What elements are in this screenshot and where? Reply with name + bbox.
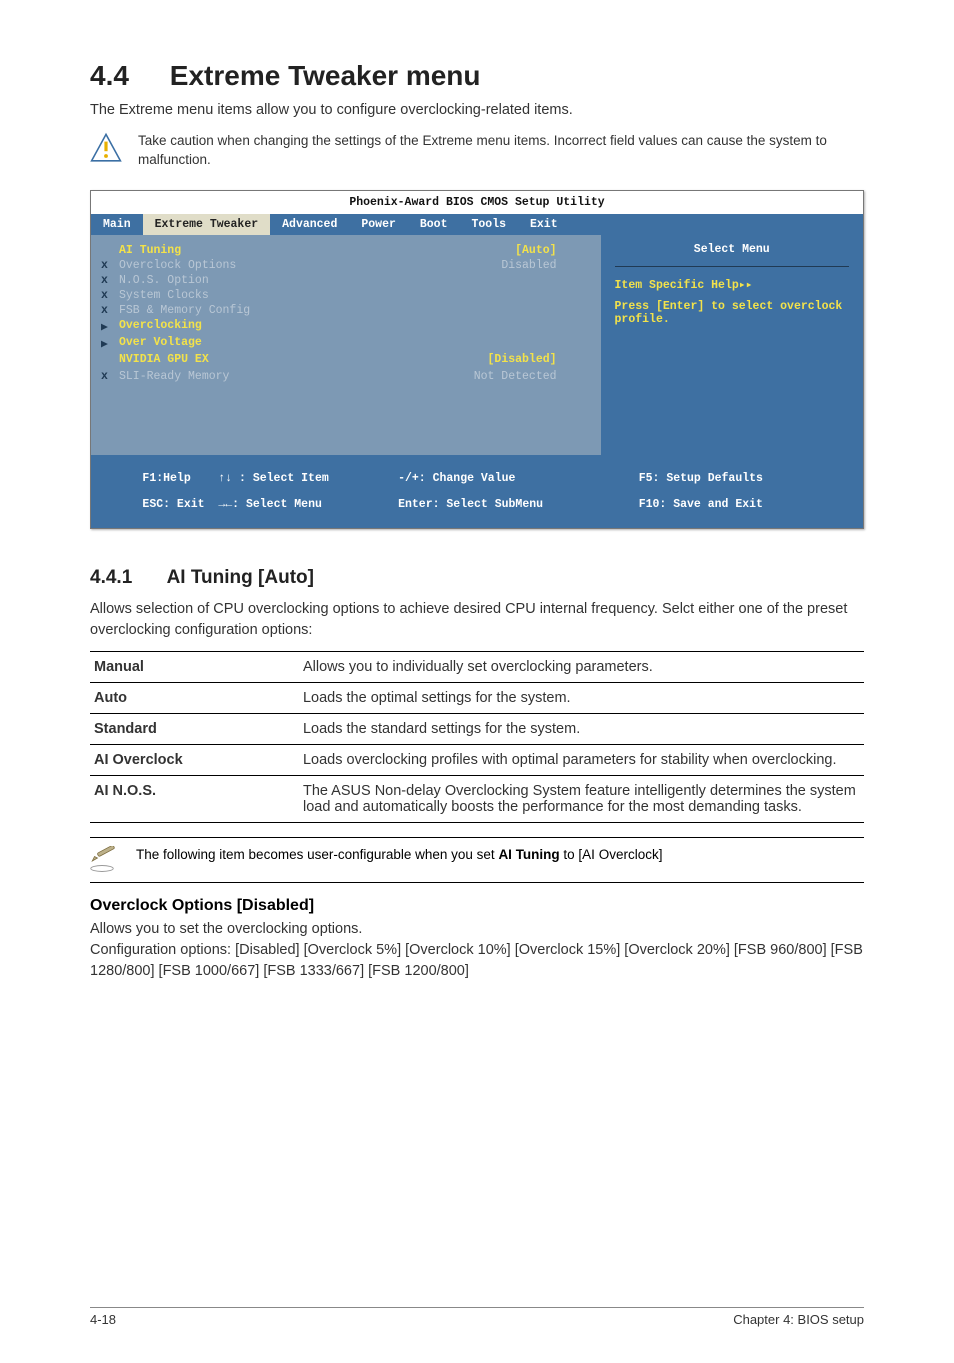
section-intro: The Extreme menu items allow you to conf… [90, 102, 864, 118]
bios-left-panel: AI Tuning [Auto] x Overclock Options Disable… [91, 235, 601, 455]
bios-row-marker [101, 353, 113, 366]
table-row: ManualAllows you to individually set ove… [90, 651, 864, 682]
bios-row-value: Not Detected [474, 370, 587, 383]
option-name: Standard [90, 713, 299, 744]
bios-menu-row: x Overclock Options Disabled [101, 258, 587, 273]
section-title: Extreme Tweaker menu [170, 60, 481, 91]
option-desc: Loads overclocking profiles with optimal… [299, 744, 864, 775]
bios-row-marker [101, 244, 113, 257]
bios-screenshot: Phoenix-Award BIOS CMOS Setup Utility Ma… [90, 190, 864, 529]
table-row: AutoLoads the optimal settings for the s… [90, 682, 864, 713]
section-number: 4.4 [90, 60, 162, 92]
bios-row-marker: x [101, 259, 113, 272]
note-text: The following item becomes user-configur… [136, 846, 662, 865]
page-number: 4-18 [90, 1312, 116, 1327]
bios-esc: ESC: Exit [142, 498, 204, 511]
bios-row-label: N.O.S. Option [119, 274, 209, 287]
overclock-line2: Configuration options: [Disabled] [Overc… [90, 940, 864, 982]
section-heading: 4.4 Extreme Tweaker menu [90, 60, 864, 92]
pencil-icon [90, 846, 120, 874]
bios-title: Phoenix-Award BIOS CMOS Setup Utility [91, 191, 863, 214]
overclock-heading: Overclock Options [Disabled] [90, 897, 864, 915]
option-desc: Loads the standard settings for the syst… [299, 713, 864, 744]
bios-help-text: Press [Enter] to select overclock profil… [615, 300, 849, 326]
bios-row-value: [Disabled] [488, 353, 587, 366]
bios-f10: F10: Save and Exit [639, 498, 763, 511]
bios-menu-row: AI Tuning [Auto] [101, 243, 587, 258]
bios-menu-row: NVIDIA GPU EX [Disabled] [101, 352, 587, 367]
bios-menu-row: x System Clocks [101, 288, 587, 303]
option-name: Manual [90, 651, 299, 682]
subsection-heading: 4.4.1 AI Tuning [Auto] [90, 567, 864, 589]
option-desc: Allows you to individually set overclock… [299, 651, 864, 682]
bios-row-label: Over Voltage [119, 336, 202, 351]
bios-select-menu-label: Select Menu [615, 243, 849, 256]
bios-menu-row: ▶ Overclocking [101, 318, 587, 335]
bios-row-marker: x [101, 370, 113, 383]
option-desc: The ASUS Non-delay Overclocking System f… [299, 775, 864, 822]
bios-row-marker: ▶ [101, 319, 113, 334]
bios-row-value [557, 274, 587, 287]
bios-help-label: Item Specific Help▸▸ [615, 277, 849, 292]
option-name: AI N.O.S. [90, 775, 299, 822]
bios-row-value [557, 304, 587, 317]
bios-tab: Boot [408, 214, 460, 235]
bios-select-item: ↑↓ : Select Item [218, 472, 328, 485]
bios-row-value: Disabled [501, 259, 586, 272]
bios-row-label: AI Tuning [119, 244, 181, 257]
bios-tab: Main [91, 214, 143, 235]
table-row: StandardLoads the standard settings for … [90, 713, 864, 744]
bios-row-label: Overclocking [119, 319, 202, 334]
table-row: AI N.O.S.The ASUS Non-delay Overclocking… [90, 775, 864, 822]
caution-text: Take caution when changing the settings … [138, 132, 864, 170]
bios-row-marker: x [101, 289, 113, 302]
bios-row-marker: ▶ [101, 336, 113, 351]
bios-row-value [557, 289, 587, 302]
bios-row-label: SLI-Ready Memory [119, 370, 229, 383]
bios-row-label: FSB & Memory Config [119, 304, 250, 317]
bios-menu-row: x SLI-Ready Memory Not Detected [101, 369, 587, 384]
bios-tab: Tools [459, 214, 518, 235]
bios-menu-row: x N.O.S. Option [101, 273, 587, 288]
bios-footer: F1:Help ↑↓ : Select Item ESC: Exit →←: S… [91, 455, 863, 528]
bios-tab: Power [349, 214, 408, 235]
option-desc: Loads the optimal settings for the syste… [299, 682, 864, 713]
caution-icon [90, 132, 122, 164]
subsection-intro: Allows selection of CPU overclocking opt… [90, 599, 864, 641]
subsection-title: AI Tuning [Auto] [167, 567, 314, 588]
bios-row-value [557, 336, 587, 351]
bios-row-marker: x [101, 274, 113, 287]
bios-tab: Exit [518, 214, 570, 235]
bios-tab: Advanced [270, 214, 349, 235]
bios-row-value [557, 319, 587, 334]
overclock-line1: Allows you to set the overclocking optio… [90, 919, 864, 940]
bios-row-marker: x [101, 304, 113, 317]
bios-change: -/+: Change Value [398, 472, 515, 485]
bios-select-menu: →←: Select Menu [218, 498, 322, 511]
option-name: Auto [90, 682, 299, 713]
bios-row-label: Overclock Options [119, 259, 236, 272]
bios-menu-row: x FSB & Memory Config [101, 303, 587, 318]
option-name: AI Overclock [90, 744, 299, 775]
bios-f5: F5: Setup Defaults [639, 472, 763, 485]
subsection-number: 4.4.1 [90, 567, 162, 589]
page-footer: 4-18 Chapter 4: BIOS setup [90, 1307, 864, 1327]
bios-row-label: NVIDIA GPU EX [119, 353, 209, 366]
options-table: ManualAllows you to individually set ove… [90, 651, 864, 823]
bios-row-value: [Auto] [515, 244, 586, 257]
bios-enter: Enter: Select SubMenu [398, 498, 543, 511]
bios-help-panel: Select Menu Item Specific Help▸▸ Press [… [601, 235, 863, 455]
chapter-label: Chapter 4: BIOS setup [733, 1312, 864, 1327]
bios-tab: Extreme Tweaker [143, 214, 271, 235]
bios-f1: F1:Help [142, 472, 190, 485]
note-callout: The following item becomes user-configur… [90, 837, 864, 883]
table-row: AI OverclockLoads overclocking profiles … [90, 744, 864, 775]
caution-callout: Take caution when changing the settings … [90, 132, 864, 170]
bios-row-label: System Clocks [119, 289, 209, 302]
bios-tab-row: MainExtreme TweakerAdvancedPowerBootTool… [91, 214, 863, 235]
bios-menu-row: ▶ Over Voltage [101, 335, 587, 352]
